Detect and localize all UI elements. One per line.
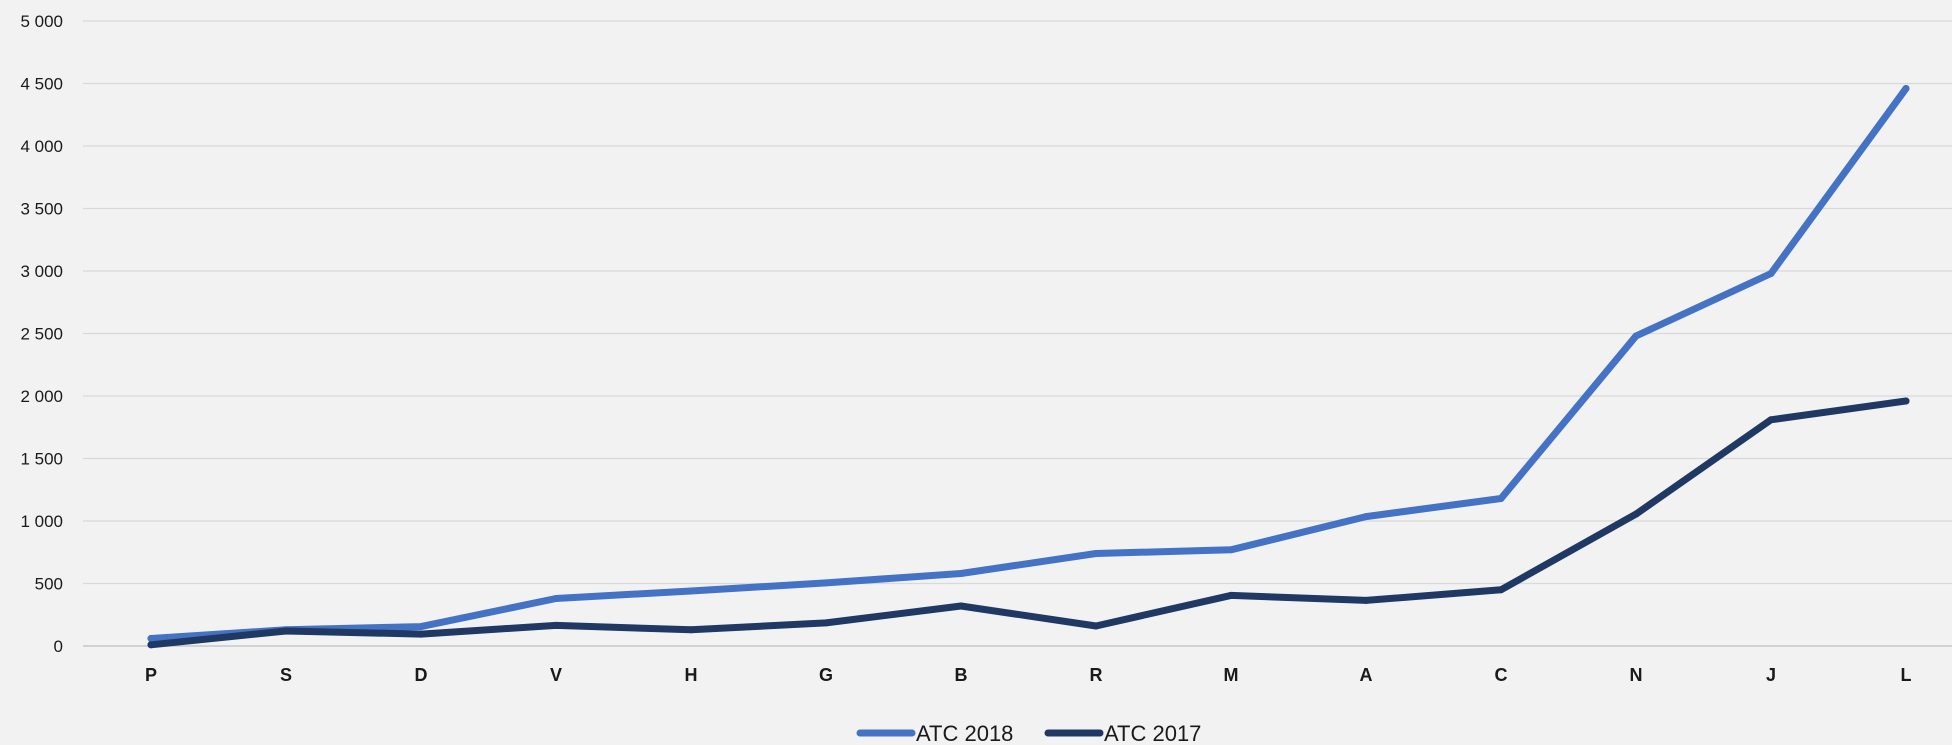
y-tick-label: 1 000 (20, 512, 63, 531)
series-line-2 (147, 397, 1910, 649)
data-point (1902, 397, 1910, 405)
data-point (1362, 513, 1370, 521)
x-tick-label: A (1360, 665, 1373, 685)
y-tick-label: 2 000 (20, 387, 63, 406)
data-point (147, 641, 155, 649)
x-tick-label: N (1630, 665, 1643, 685)
x-tick-label: V (550, 665, 562, 685)
x-tick-label: P (145, 665, 157, 685)
data-point (822, 579, 830, 587)
data-point (1902, 85, 1910, 92)
y-tick-label: 4 500 (20, 75, 63, 94)
data-point (1362, 596, 1370, 604)
data-point (687, 587, 695, 595)
data-point (822, 619, 830, 627)
series-line-1 (147, 85, 1910, 642)
data-point (1497, 586, 1505, 594)
legend: ATC 2018 ATC 2017 (856, 721, 1201, 745)
data-point (552, 621, 560, 629)
x-tick-label: L (1901, 665, 1912, 685)
legend-label: ATC 2018 (916, 721, 1013, 745)
data-point (1092, 622, 1100, 630)
data-point (957, 602, 965, 610)
data-point (1632, 332, 1640, 340)
x-tick-label: S (280, 665, 292, 685)
data-point (147, 635, 155, 642)
data-point (552, 595, 560, 602)
x-tick-label: B (955, 665, 968, 685)
data-point (1227, 546, 1235, 554)
x-tick-label: G (819, 665, 833, 685)
y-tick-label: 0 (54, 637, 63, 656)
gridlines (83, 20, 1952, 647)
x-tick-label: C (1495, 665, 1508, 685)
y-tick-label: 2 500 (20, 325, 63, 344)
y-tick-label: 3 000 (20, 262, 63, 281)
y-tick-label: 5 000 (20, 12, 63, 31)
data-point (1497, 495, 1505, 502)
y-tick-label: 1 500 (20, 450, 63, 469)
legend-label: ATC 2017 (1104, 721, 1201, 745)
x-tick-label: D (415, 665, 428, 685)
series-lines (147, 85, 1910, 649)
x-tick-label: R (1090, 665, 1103, 685)
data-point (1767, 270, 1775, 277)
data-point (282, 627, 290, 635)
x-tick-label: H (685, 665, 698, 685)
data-point (1092, 550, 1100, 557)
data-point (1767, 416, 1775, 424)
data-point (1227, 591, 1235, 599)
y-tick-label: 3 500 (20, 200, 63, 219)
data-point (687, 626, 695, 634)
y-tick-label: 4 000 (20, 137, 63, 156)
data-point (1632, 510, 1640, 518)
y-tick-label: 500 (35, 575, 63, 594)
y-axis-tick-labels: 0 500 1 000 1 500 2 000 2 500 3 000 3 500 4 000 4… (20, 12, 63, 656)
data-point (417, 623, 425, 631)
x-tick-label: J (1766, 665, 1776, 685)
x-tick-label: M (1224, 665, 1239, 685)
data-point (957, 570, 965, 577)
data-point (417, 630, 425, 638)
